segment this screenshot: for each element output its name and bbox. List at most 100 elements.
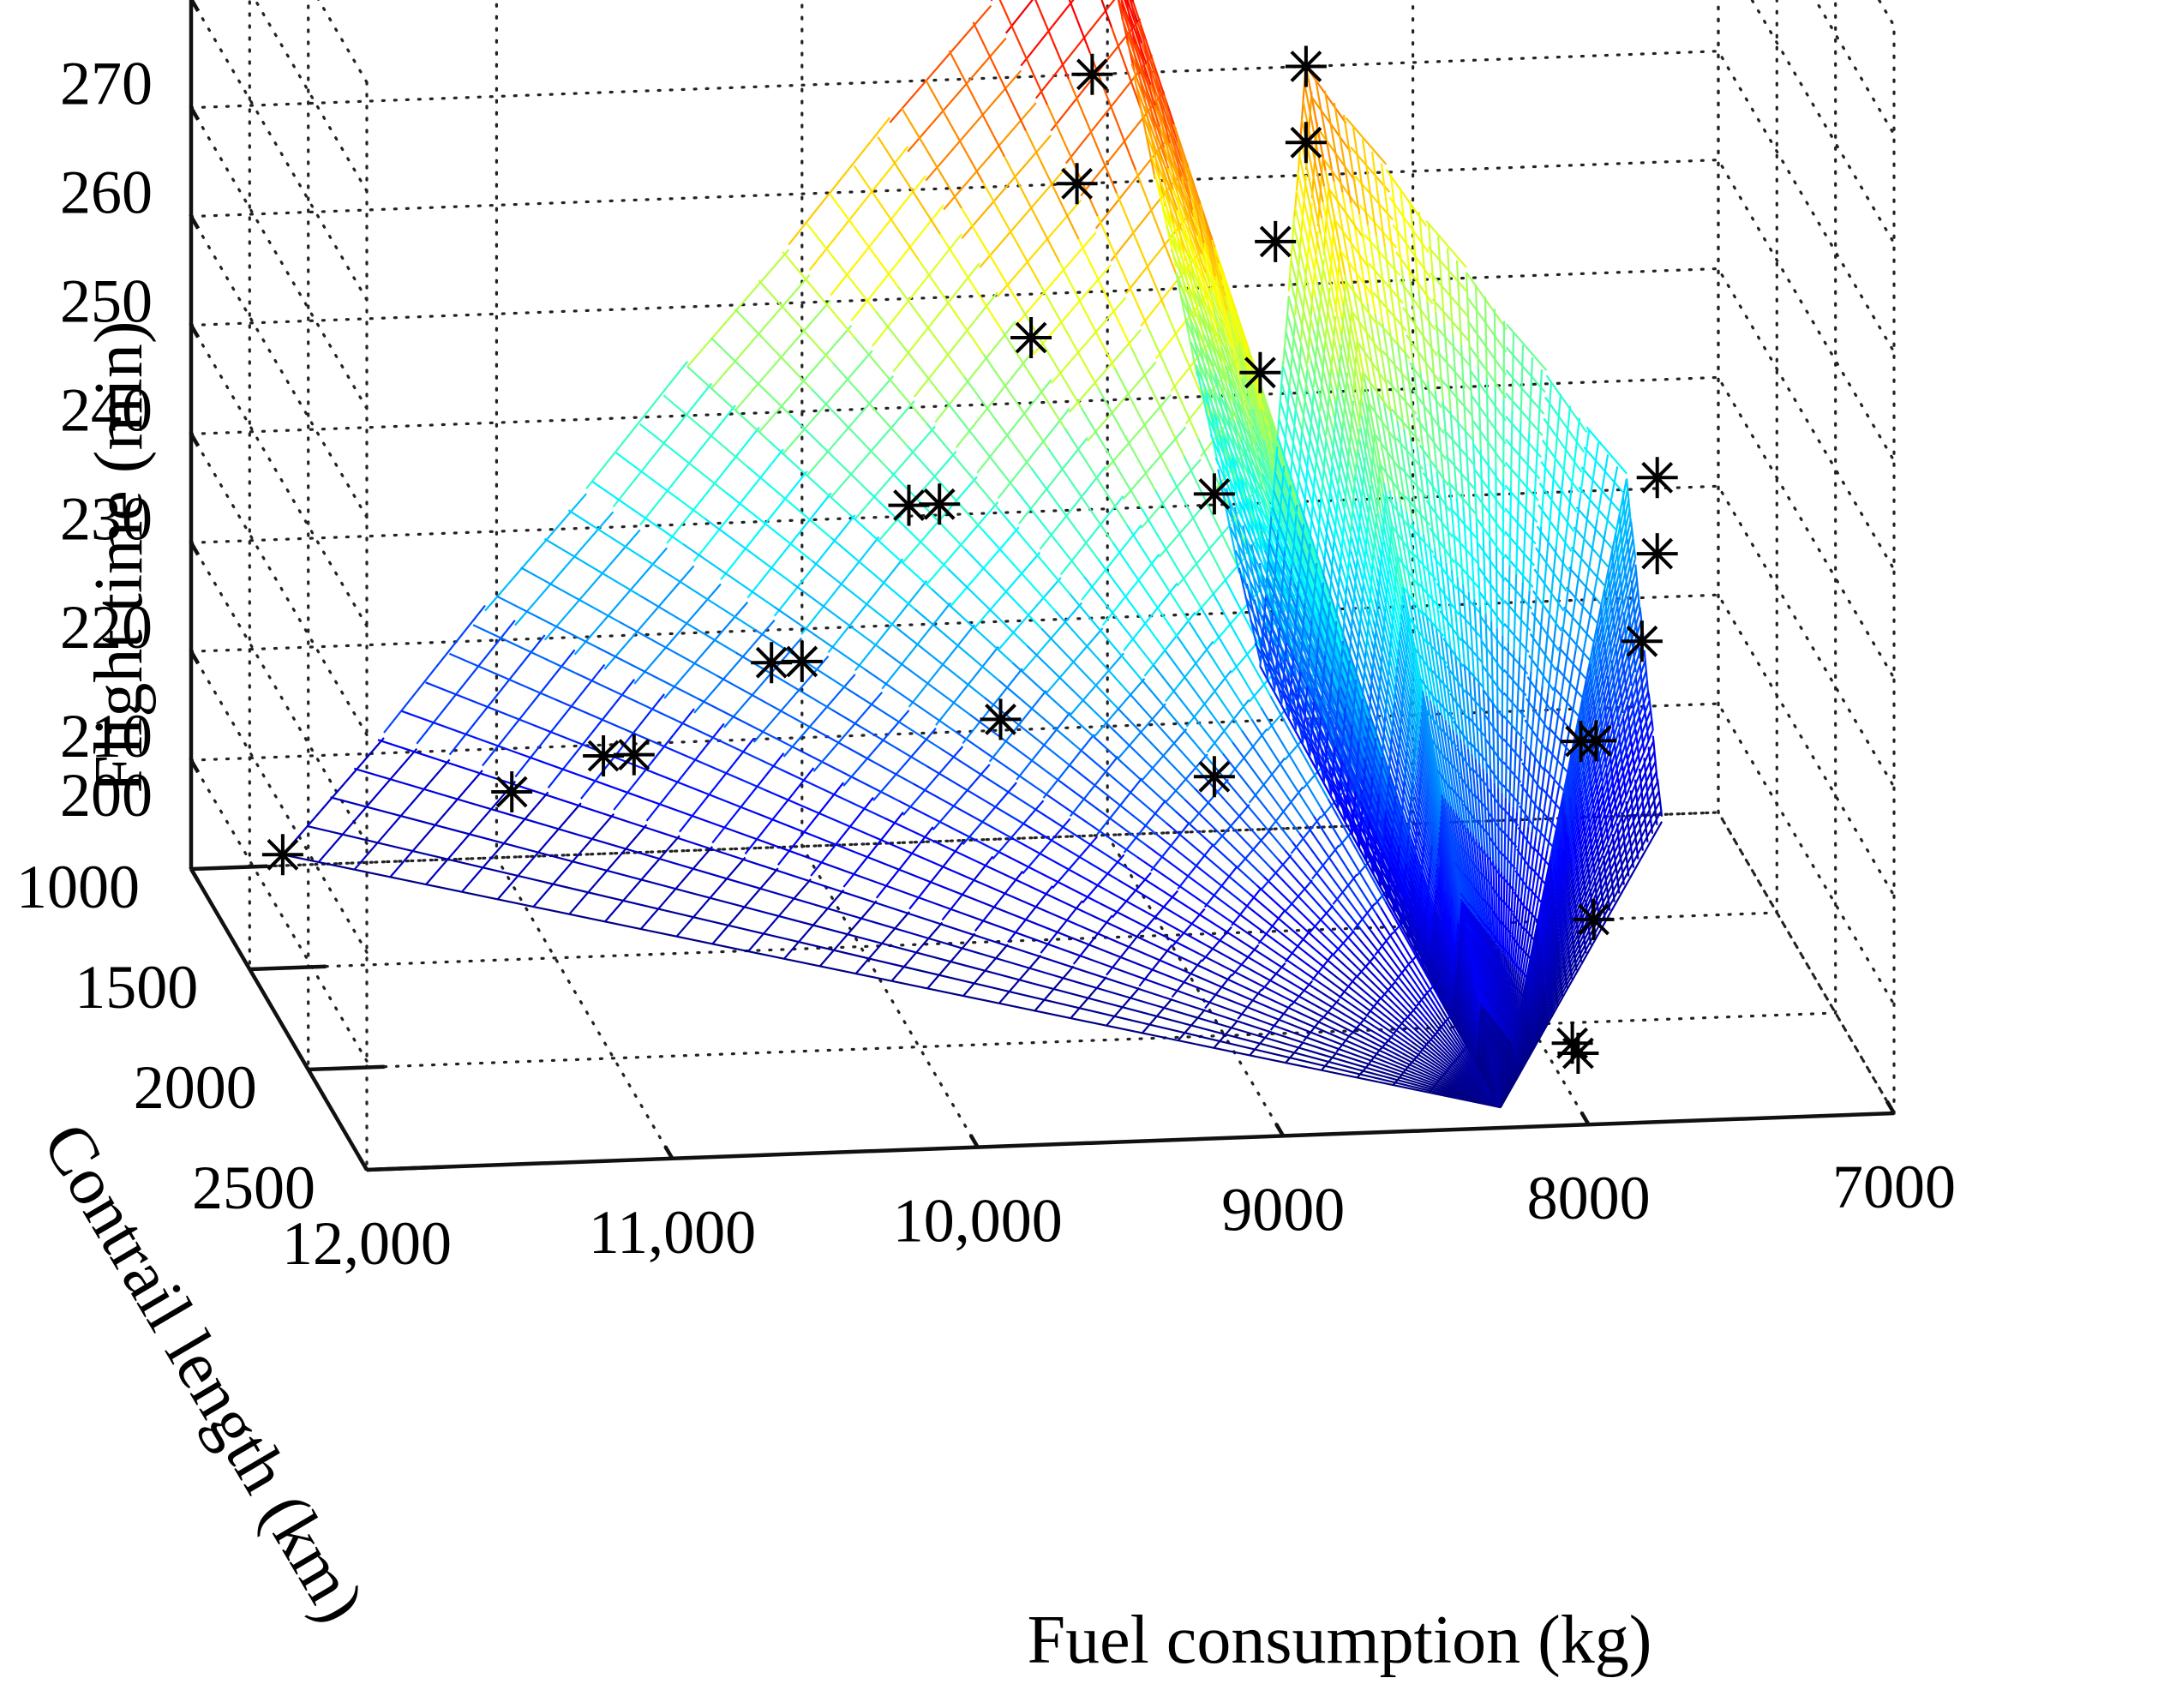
mesh-line <box>1532 443 1539 518</box>
mesh-line <box>1216 327 1254 426</box>
mesh-line <box>1428 1084 1436 1094</box>
mesh-line <box>1580 935 1598 965</box>
mesh-line <box>1595 685 1611 739</box>
mesh-line <box>1568 797 1574 818</box>
mesh-line <box>520 566 620 623</box>
mesh-line <box>1446 248 1454 335</box>
mesh-line <box>1184 179 1226 297</box>
mesh-line <box>1268 542 1294 600</box>
mesh-line <box>1421 610 1439 711</box>
mesh-line <box>1496 1033 1502 1040</box>
mesh-line <box>1545 964 1563 1001</box>
mesh-line <box>1577 899 1595 935</box>
mesh-line <box>1468 345 1507 399</box>
mesh-line <box>1505 1021 1512 1029</box>
mesh-line <box>1493 1052 1497 1057</box>
mesh-line <box>1562 933 1580 969</box>
mesh-line <box>1496 628 1499 709</box>
mesh-line <box>830 536 916 610</box>
mesh-line <box>1220 480 1250 544</box>
mesh-line <box>1363 736 1388 800</box>
mesh-line <box>1559 903 1576 945</box>
mesh-line <box>1175 131 1194 214</box>
mesh-line <box>1511 1059 1514 1064</box>
mesh-line <box>1487 812 1504 834</box>
mesh-line <box>1530 1003 1549 1039</box>
mesh-line <box>1275 454 1300 520</box>
mesh-line <box>1611 870 1630 902</box>
mesh-line <box>1504 720 1508 798</box>
mesh-line <box>1213 1019 1239 1049</box>
mesh-line <box>1515 900 1526 970</box>
mesh-line <box>1345 613 1370 685</box>
mesh-line <box>1234 480 1266 551</box>
mesh-line <box>1623 795 1641 831</box>
mesh-line <box>1452 809 1471 909</box>
mesh-line <box>1583 758 1599 810</box>
mesh-line <box>830 175 927 297</box>
mesh-line <box>1184 970 1291 1018</box>
mesh-line <box>1561 928 1579 966</box>
mesh-line <box>1261 605 1290 662</box>
mesh-line <box>1082 854 1125 904</box>
mesh-line <box>603 565 695 670</box>
mesh-line <box>1378 535 1401 632</box>
mesh-line <box>1344 274 1366 380</box>
mesh-line <box>1568 566 1602 605</box>
mesh-line <box>1416 768 1439 854</box>
mesh-line <box>1228 383 1264 475</box>
mesh-line <box>1163 95 1183 182</box>
mesh-line <box>1554 842 1570 897</box>
mesh-line <box>962 668 1023 745</box>
mesh-line <box>1508 885 1514 960</box>
mesh-line <box>1394 683 1418 770</box>
mesh-line <box>1587 808 1604 852</box>
mesh-line <box>1020 0 1075 67</box>
mesh-line <box>1401 1062 1412 1076</box>
mesh-line <box>1298 503 1323 572</box>
mesh-line <box>998 0 1049 105</box>
mesh-line <box>1610 846 1628 880</box>
mesh-line <box>1382 842 1408 896</box>
z-tick-label: 250 <box>60 267 153 336</box>
mesh-line <box>939 233 1004 332</box>
mesh-line <box>1380 163 1394 258</box>
mesh-line <box>1521 996 1525 1005</box>
mesh-line <box>1572 844 1589 890</box>
mesh-line <box>1345 279 1379 327</box>
mesh-line <box>1592 693 1598 721</box>
mesh-line <box>1386 379 1418 415</box>
mesh-line <box>1356 831 1382 879</box>
mesh-line <box>1269 695 1329 800</box>
mesh-line <box>1231 887 1262 926</box>
mesh-line <box>1477 984 1484 992</box>
mesh-line <box>1308 904 1334 934</box>
mesh-line <box>1434 391 1445 481</box>
mesh-line <box>1402 586 1424 692</box>
mesh-line <box>1196 235 1237 345</box>
mesh-line <box>1592 857 1610 895</box>
mesh-line <box>1394 961 1412 981</box>
mesh-line <box>1428 1031 1439 1043</box>
mesh-line <box>1562 606 1594 643</box>
mesh-line <box>1051 959 1165 998</box>
mesh-line <box>853 165 920 261</box>
mesh-line <box>1040 627 1119 710</box>
mesh-line <box>1383 837 1415 907</box>
z-tick-label: 230 <box>60 484 153 553</box>
mesh-line <box>1396 342 1412 439</box>
mesh-line <box>788 117 891 246</box>
mesh-line <box>1433 895 1458 967</box>
mesh-line <box>1562 938 1580 974</box>
mesh-line <box>404 878 527 907</box>
mesh-line <box>926 932 976 990</box>
mesh-line <box>1529 981 1546 1025</box>
mesh-line <box>1096 215 1149 328</box>
mesh-line <box>554 698 661 746</box>
mesh-line <box>1220 927 1315 989</box>
mesh-line <box>1332 930 1355 956</box>
mesh-line <box>1462 803 1478 824</box>
mesh-line <box>1495 548 1498 629</box>
mesh-line <box>1436 1019 1448 1032</box>
mesh-line <box>1466 1010 1469 1021</box>
